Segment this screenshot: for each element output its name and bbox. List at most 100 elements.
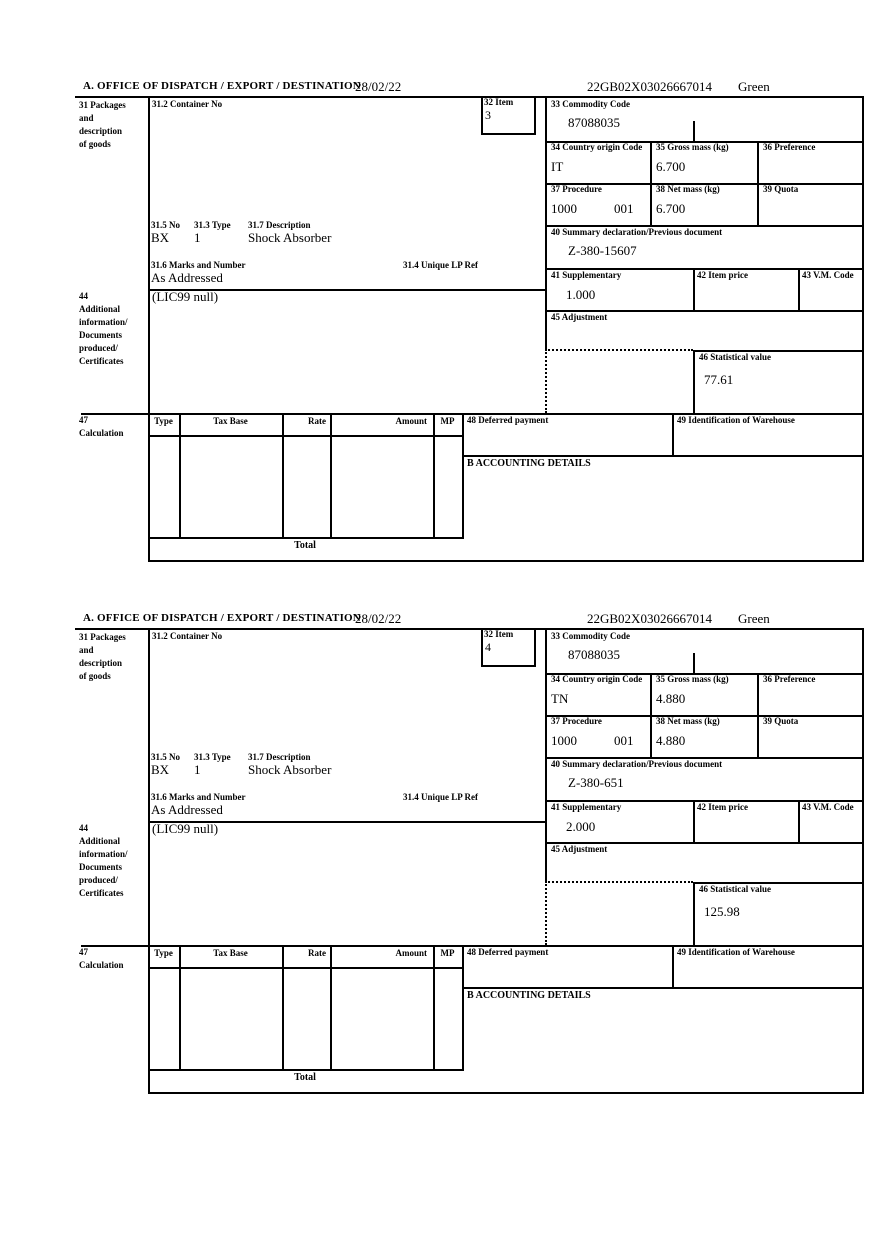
box47-label-line: Calculation	[79, 428, 124, 438]
country-origin-value: TN	[551, 691, 569, 706]
description-label: 31.7 Description	[248, 220, 311, 230]
declaration-item-section: A. OFFICE OF DISPATCH / EXPORT / DESTINA…	[75, 612, 867, 1098]
dispatch-date: 28/02/22	[355, 611, 402, 626]
form-rule-horizontal	[148, 289, 547, 291]
office-of-dispatch-header: A. OFFICE OF DISPATCH / EXPORT / DESTINA…	[83, 80, 361, 92]
form-rule-horizontal	[462, 455, 864, 457]
item-price-label: 42 Item price	[697, 802, 748, 812]
box31-label-line: description	[79, 126, 123, 136]
form-rule-vertical	[693, 350, 695, 415]
package-no-label: 31.5 No	[151, 220, 180, 230]
summary-declaration-label: 40 Summary declaration/Previous document	[551, 227, 723, 237]
vm-code-label: 43 V.M. Code	[802, 270, 854, 280]
form-rule-horizontal	[545, 268, 864, 270]
form-rule-vertical	[693, 882, 695, 947]
package-type-value: 1	[194, 762, 201, 777]
box44-label-line: Additional	[79, 836, 121, 846]
box31-label-line: and	[79, 645, 94, 655]
box31-label-line: of goods	[79, 671, 111, 681]
warehouse-id-label: 49 Identification of Warehouse	[677, 415, 795, 425]
item-label: 32 Item	[484, 97, 514, 107]
package-type-label: 31.3 Type	[194, 752, 231, 762]
total-label: Total	[294, 1072, 316, 1083]
form-rule-vertical	[481, 96, 483, 133]
box31-label-line: and	[79, 113, 94, 123]
form-rule-horizontal	[81, 413, 864, 415]
form-rule-dotted	[545, 881, 693, 883]
summary-declaration-label: 40 Summary declaration/Previous document	[551, 759, 723, 769]
procedure-qualifier-value: 001	[614, 201, 634, 216]
form-rule-vertical	[650, 141, 652, 225]
supplementary-value: 2.000	[566, 819, 596, 834]
preference-label: 36 Preference	[763, 142, 816, 152]
form-rule-vertical	[282, 413, 284, 537]
form-rule-vertical	[282, 945, 284, 1069]
container-no-label: 31.2 Container No	[152, 631, 223, 641]
form-rule-horizontal	[545, 183, 864, 185]
routing-status: Green	[738, 611, 770, 626]
form-rule-vertical	[179, 413, 181, 537]
country-origin-value: IT	[551, 159, 564, 174]
form-rule-horizontal	[545, 225, 864, 227]
package-no-value: BX	[151, 762, 170, 777]
box44-label-line: produced/	[79, 343, 118, 353]
total-label: Total	[294, 540, 316, 551]
form-rule-vertical	[433, 413, 435, 537]
box31-label-line: of goods	[79, 139, 111, 149]
form-rule-horizontal	[545, 715, 864, 717]
package-type-value: 1	[194, 230, 201, 245]
item-price-label: 42 Item price	[697, 270, 748, 280]
accounting-details-label: B ACCOUNTING DETAILS	[467, 458, 591, 469]
form-rule-vertical	[462, 413, 464, 537]
box31-label-line: 31 Packages	[79, 632, 126, 642]
form-rule-vertical	[862, 628, 864, 1094]
tax-col-type: Type	[154, 416, 173, 426]
gross-mass-value: 6.700	[656, 159, 686, 174]
form-rule-horizontal	[481, 665, 536, 667]
net-mass-value: 6.700	[656, 201, 686, 216]
tax-col-taxbase: Tax Base	[213, 416, 248, 426]
form-rule-vertical	[672, 413, 674, 455]
procedure-value: 1000	[551, 733, 577, 748]
goods-description-value: Shock Absorber	[248, 230, 332, 245]
commodity-code-value: 87088035	[568, 647, 620, 662]
container-no-label: 31.2 Container No	[152, 99, 223, 109]
box31-label-line: 31 Packages	[79, 100, 126, 110]
form-rule-vertical	[462, 945, 464, 1069]
form-rule-horizontal	[545, 141, 864, 143]
form-rule-vertical	[179, 945, 181, 1069]
marks-label: 31.6 Marks and Number	[151, 792, 246, 802]
form-rule-vertical	[534, 96, 536, 133]
form-rule-vertical	[693, 268, 695, 310]
item-number: 4	[485, 640, 491, 654]
box44-label-line: information/	[79, 317, 128, 327]
form-rule-horizontal	[148, 1069, 464, 1071]
declaration-reference: 22GB02X03026667014	[587, 611, 712, 626]
box44-label-line: Certificates	[79, 356, 124, 366]
form-rule-horizontal	[545, 842, 864, 844]
adjustment-label: 45 Adjustment	[551, 312, 608, 322]
form-rule-vertical	[862, 96, 864, 562]
package-type-label: 31.3 Type	[194, 220, 231, 230]
form-rule-horizontal	[693, 882, 864, 884]
form-rule-dotted	[545, 349, 693, 351]
statistical-value-label: 46 Statistical value	[699, 352, 771, 362]
tax-col-rate: Rate	[308, 416, 326, 426]
statistical-value: 125.98	[704, 904, 740, 919]
box44-label-line: Additional	[79, 304, 121, 314]
form-rule-horizontal	[462, 987, 864, 989]
form-rule-vertical	[545, 96, 547, 349]
marks-value: As Addressed	[151, 270, 223, 285]
marks-label: 31.6 Marks and Number	[151, 260, 246, 270]
box44-label-line: information/	[79, 849, 128, 859]
net-mass-label: 38 Net mass (kg)	[656, 716, 720, 726]
form-rule-vertical	[798, 268, 800, 310]
tax-col-amount: Amount	[395, 948, 427, 958]
form-rule-horizontal	[545, 310, 864, 312]
form-rule-dotted	[545, 349, 547, 413]
box47-label-line: 47	[79, 947, 88, 957]
vm-code-label: 43 V.M. Code	[802, 802, 854, 812]
additional-info-value: (LIC99 null)	[152, 289, 219, 304]
declaration-reference: 22GB02X03026667014	[587, 79, 712, 94]
